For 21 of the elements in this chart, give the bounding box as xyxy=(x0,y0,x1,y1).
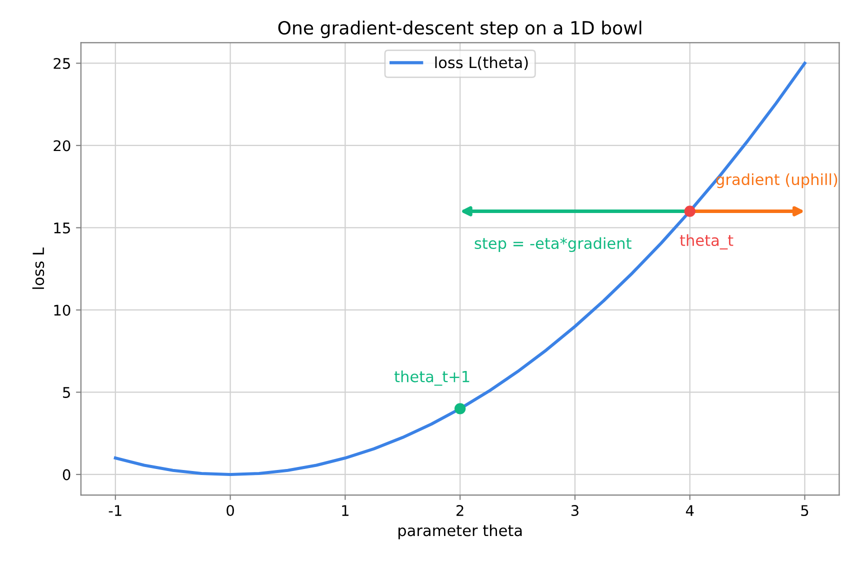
x-tick-label: 5 xyxy=(801,505,808,516)
legend-label: loss L(theta) xyxy=(435,56,528,70)
y-tick-label: 15 xyxy=(54,222,70,234)
annotation: theta_t+1 xyxy=(394,370,470,386)
y-tick-label: 10 xyxy=(54,304,70,316)
annotation: gradient (uphill) xyxy=(716,173,838,188)
x-tick-label: 3 xyxy=(571,505,578,516)
x-tick-label: 2 xyxy=(456,505,464,516)
x-tick-label: 1 xyxy=(342,505,348,516)
chart-title: One gradient-descent step on a 1D bowl xyxy=(278,20,642,38)
x-tick-label: 0 xyxy=(226,505,234,516)
x-tick-label: 4 xyxy=(686,505,694,516)
annotation: theta_t xyxy=(680,234,734,250)
y-tick-label: 20 xyxy=(54,140,70,152)
y-tick-label: 0 xyxy=(62,469,70,480)
y-tick-label: 25 xyxy=(54,58,70,69)
x-axis-title: parameter theta xyxy=(398,524,522,540)
annotation: step = -eta*gradient xyxy=(474,237,632,252)
y-tick-label: 5 xyxy=(63,387,70,398)
x-tick-label: -1 xyxy=(108,505,122,516)
y-axis-title: loss L xyxy=(32,247,44,289)
